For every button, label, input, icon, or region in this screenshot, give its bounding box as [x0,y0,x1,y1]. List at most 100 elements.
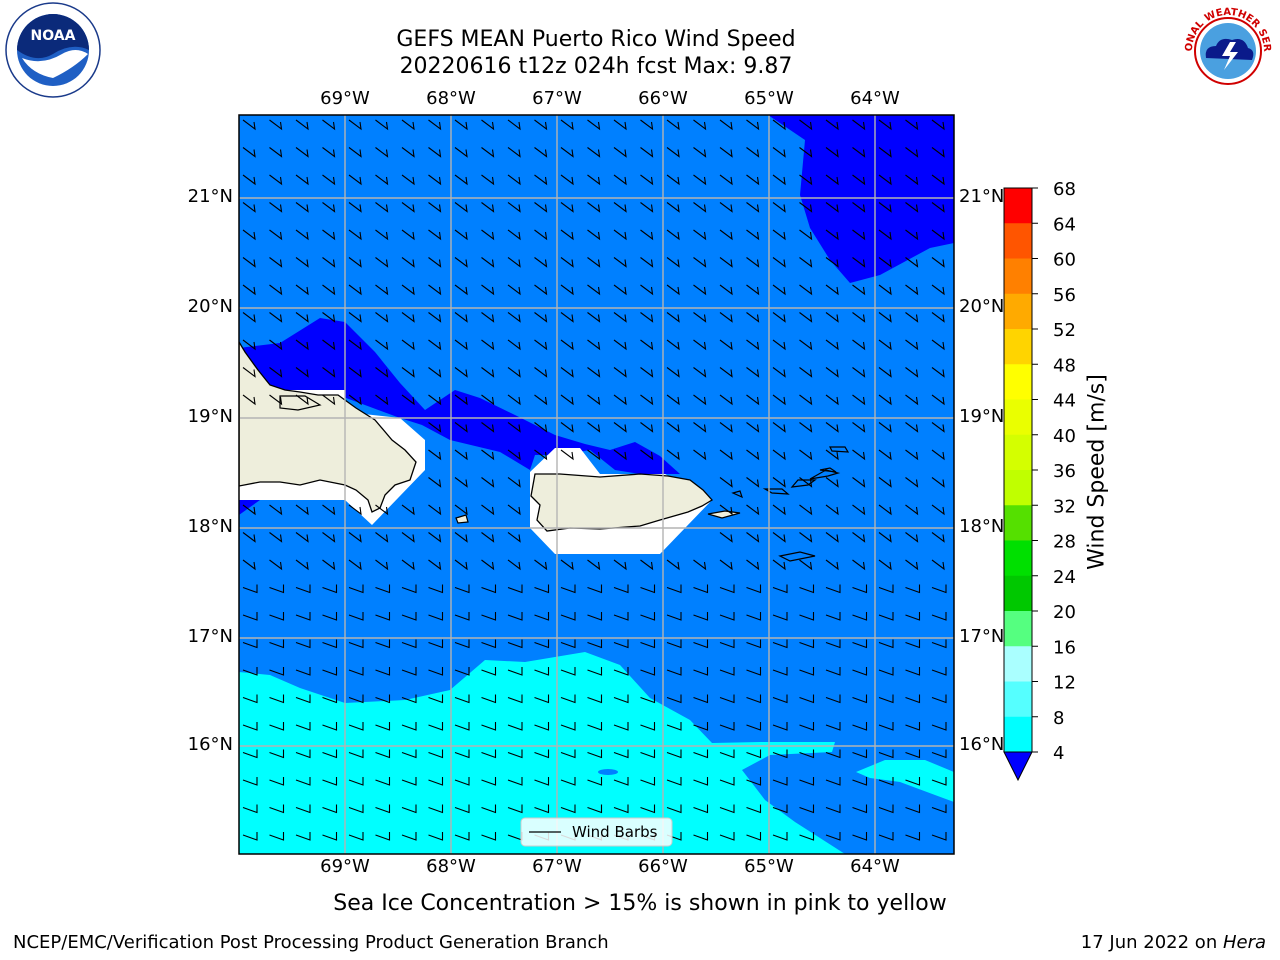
wind-barb [799,257,813,268]
colorbar-tick-label: 64 [1053,214,1076,235]
wind-barb [825,639,841,649]
wind-barb [693,749,709,759]
wind-barb [481,832,497,841]
wind-barb [401,532,415,543]
wind-barb [269,777,285,786]
wind-barb [507,339,521,351]
wind-barb [322,584,338,594]
wind-barb [295,202,309,213]
wind-barb [242,639,258,649]
wind-barb [454,667,470,676]
colorbar-extend-triangle [1003,751,1033,782]
wind-barb [428,147,442,158]
wind-barb [878,339,892,351]
wind-barb [693,284,707,296]
wind-barb [746,612,762,621]
wind-barb [878,559,892,571]
wind-barb [375,229,389,241]
wind-barb [693,667,709,676]
wind-barb [719,312,733,323]
wind-barb [534,394,548,406]
wind-barb [454,612,470,621]
wind-barb [534,229,548,241]
wind-barb [825,449,839,461]
cuba-hint-land [279,395,322,411]
wind-barb [772,639,788,649]
wind-barb [666,749,682,759]
wind-barb [428,202,442,213]
wind-barb [348,532,362,543]
wind-barb [375,749,391,759]
wind-barb [560,257,574,268]
mona-island-land [455,514,469,524]
wind-barb [401,504,415,516]
virgin-islands-land [731,446,850,562]
wind-barb [269,119,283,131]
wind-barb [322,394,336,406]
wind-barb [640,312,654,323]
wind-barb [931,284,945,296]
wind-barb [693,174,707,186]
wind-barb [852,804,868,814]
wind-barb [454,257,468,268]
wind-barb [878,119,892,131]
wind-barb [746,174,760,186]
wind-barb [693,722,709,731]
wind-barb [905,477,919,488]
wind-barb [242,559,256,571]
wind-barb [799,832,815,841]
wind-barb [719,722,735,731]
wind-barb [772,449,786,461]
wind-barb [905,532,919,543]
longitude-label-top: 66°W [638,88,688,109]
wind-barb [905,229,919,241]
wind-barb [905,612,921,621]
wind-barb [931,174,945,186]
wind-barb [666,339,680,351]
wind-barb [719,477,733,488]
wind-barb [295,257,309,268]
wind-barb [587,147,601,158]
wind-barb [375,694,391,704]
wind-barb [852,584,868,594]
wind-barb [640,612,656,621]
latitude-label-right: 21°N [959,186,1005,207]
wind-barb [428,832,444,841]
wind-barb [375,804,391,814]
wind-barb [825,667,841,676]
wind-barb [322,339,336,351]
wind-barb [348,202,362,213]
wind-barb [931,449,945,461]
latitude-label-left: 18°N [187,516,233,537]
wind-barb [507,202,521,213]
footer-date: 17 Jun 2022 on [1080,932,1223,953]
wind-barb [295,667,311,676]
wind-barb [852,532,866,543]
wind-barb [693,449,707,461]
wind-barb [719,584,735,594]
wind-barb [507,532,521,543]
wind-barb [931,639,947,649]
wind-barb [375,202,389,213]
wind-barb [666,449,680,461]
wind-barb [825,174,839,186]
wind-barb [931,667,947,676]
wind-barb [905,722,921,731]
longitude-label-top: 68°W [426,88,476,109]
chart-subtitle: 20220616 t12z 024h fcst Max: 9.87 [399,54,793,79]
wind-barb [401,722,417,731]
wind-barb [587,422,601,433]
wind-barb [772,229,786,241]
noaa-logo-text: NOAA [31,28,76,44]
wind-barb [242,667,258,676]
wind-barb [746,832,762,841]
wind-barb [322,749,338,759]
wind-barb [666,639,682,649]
wind-barb [507,284,521,296]
wind-barb [269,174,283,186]
wind-barb [587,257,601,268]
colorbar-tick-label: 36 [1053,461,1076,482]
wind-barb [242,367,256,378]
wind-barb [719,339,733,351]
wind-barb [348,394,362,406]
